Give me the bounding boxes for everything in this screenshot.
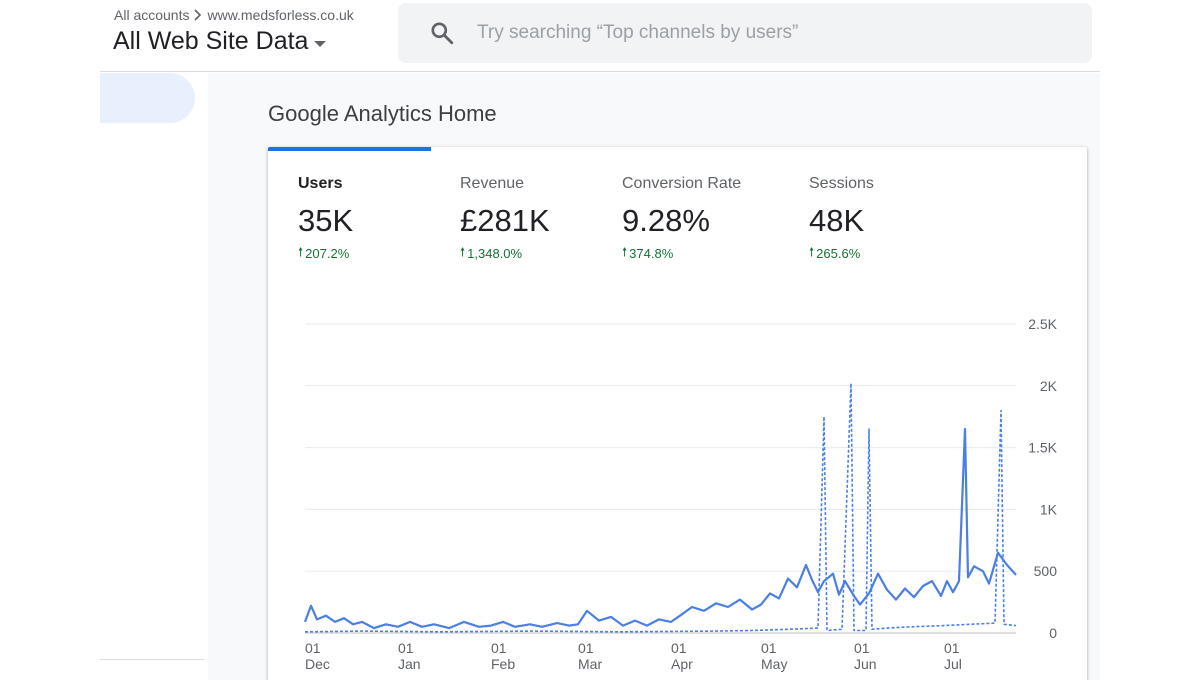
metric-change-value: 374.8% bbox=[629, 246, 674, 261]
x-tick-month: Feb bbox=[491, 656, 515, 672]
nav-item-home-selected[interactable] bbox=[100, 73, 195, 123]
y-tick-label: 0 bbox=[1049, 625, 1057, 641]
x-tick-day: 01 bbox=[491, 640, 507, 656]
x-tick-day: 01 bbox=[578, 640, 594, 656]
arrow-up-icon: 🠕 bbox=[809, 245, 815, 259]
x-tick-day: 01 bbox=[398, 640, 414, 656]
breadcrumb: All accounts www.medsforless.co.uk bbox=[114, 7, 354, 23]
y-tick-label: 1K bbox=[1040, 501, 1058, 517]
top-header: All accounts www.medsforless.co.uk All W… bbox=[100, 0, 1100, 72]
left-nav bbox=[100, 73, 208, 680]
search-input[interactable] bbox=[477, 22, 1037, 44]
active-tab-indicator bbox=[268, 147, 431, 151]
arrow-up-icon: 🠕 bbox=[622, 245, 628, 259]
x-tick-day: 01 bbox=[944, 640, 960, 656]
chevron-right-icon bbox=[194, 9, 202, 21]
metric-change: 🠕 1,348.0% bbox=[460, 243, 550, 264]
metric-tab-users[interactable]: Users 35K 🠕 207.2% bbox=[298, 175, 353, 264]
x-tick-month: May bbox=[761, 656, 787, 672]
metric-value: £281K bbox=[460, 203, 550, 238]
metric-change: 🠕 374.8% bbox=[622, 243, 741, 264]
breadcrumb-account[interactable]: www.medsforless.co.uk bbox=[207, 7, 354, 23]
metric-change-value: 265.6% bbox=[816, 246, 861, 261]
x-tick-month: Jun bbox=[854, 656, 877, 672]
metric-value: 48K bbox=[809, 203, 865, 238]
breadcrumb-root[interactable]: All accounts bbox=[114, 7, 190, 23]
y-tick-label: 2K bbox=[1040, 378, 1058, 394]
x-tick-month: Apr bbox=[671, 656, 693, 672]
metric-tab-revenue[interactable]: Revenue £281K 🠕 1,348.0% bbox=[460, 175, 550, 264]
metric-change: 🠕 265.6% bbox=[809, 243, 874, 264]
metric-change: 🠕 207.2% bbox=[298, 243, 353, 264]
x-tick-day: 01 bbox=[305, 640, 321, 656]
property-name: All Web Site Data bbox=[113, 27, 309, 55]
series-line-comparison bbox=[304, 382, 1017, 633]
y-tick-label: 500 bbox=[1034, 563, 1058, 579]
series-line-current bbox=[303, 428, 1017, 630]
x-tick-day: 01 bbox=[854, 640, 870, 656]
metric-label: Users bbox=[298, 175, 343, 192]
overview-card: Users 35K 🠕 207.2% Revenue £281K 🠕 1,348.0… bbox=[268, 147, 1087, 680]
metric-tab-conversion-rate[interactable]: Conversion Rate 9.28% 🠕 374.8% bbox=[622, 175, 741, 264]
nav-divider bbox=[100, 659, 204, 660]
metric-label: Conversion Rate bbox=[622, 175, 742, 192]
property-selector[interactable]: All Web Site Data bbox=[113, 27, 327, 56]
metric-value: 35K bbox=[298, 203, 354, 238]
metric-value: 9.28% bbox=[622, 203, 710, 238]
x-tick-month: Jul bbox=[944, 656, 962, 672]
search-box[interactable] bbox=[398, 3, 1092, 63]
x-tick-day: 01 bbox=[671, 640, 687, 656]
metric-change-value: 1,348.0% bbox=[467, 246, 523, 261]
metric-label: Sessions bbox=[809, 175, 874, 192]
arrow-up-icon: 🠕 bbox=[460, 245, 466, 259]
search-icon bbox=[431, 22, 454, 45]
page-title: Google Analytics Home bbox=[268, 101, 497, 126]
y-tick-label: 1.5K bbox=[1028, 440, 1057, 456]
metric-tab-sessions[interactable]: Sessions 48K 🠕 265.6% bbox=[809, 175, 874, 264]
y-tick-label: 2.5K bbox=[1028, 316, 1057, 332]
caret-down-icon bbox=[314, 40, 327, 47]
x-tick-month: Dec bbox=[305, 656, 330, 672]
x-tick-day: 01 bbox=[761, 640, 777, 656]
metric-label: Revenue bbox=[460, 175, 525, 192]
x-tick-month: Jan bbox=[398, 656, 421, 672]
arrow-up-icon: 🠕 bbox=[298, 245, 304, 259]
users-line-chart[interactable]: 05001K1.5K2K2.5K01Dec01Jan01Feb01Mar01Ap… bbox=[268, 307, 1087, 680]
metric-change-value: 207.2% bbox=[305, 246, 350, 261]
x-tick-month: Mar bbox=[578, 656, 602, 672]
